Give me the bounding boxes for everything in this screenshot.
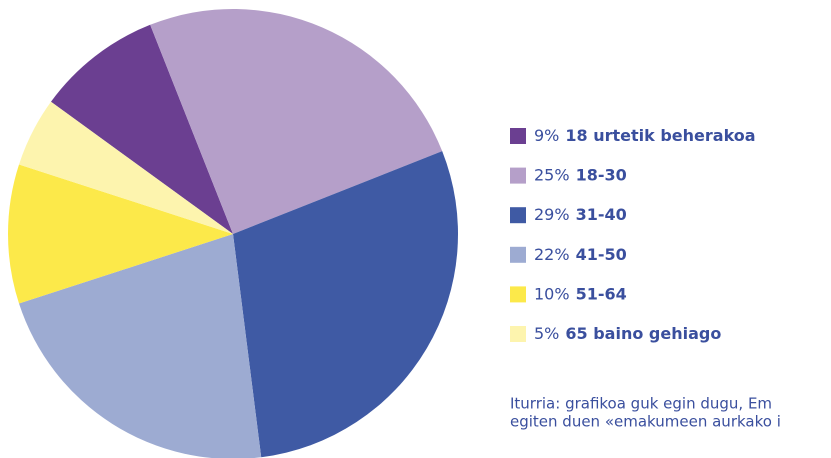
- legend-entry: 9% 18 urtetik beherakoa: [534, 126, 756, 145]
- pie-slice: [8, 164, 234, 304]
- legend-entry: 5% 65 baino gehiago: [534, 324, 721, 343]
- legend-value: 22%: [534, 244, 570, 263]
- legend-swatch: [510, 207, 526, 224]
- legend-value: 10%: [534, 284, 570, 303]
- legend-label: 31-40: [576, 205, 627, 224]
- source-note: Iturria: grafikoa guk egin dugu, Em: [510, 395, 772, 413]
- pie-slice: [19, 234, 262, 458]
- legend-label: 41-50: [576, 244, 627, 263]
- legend-entry: 29% 31-40: [534, 205, 627, 224]
- legend-label: 65 baino gehiago: [565, 324, 721, 343]
- legend-swatch: [510, 326, 526, 342]
- legend-value: 29%: [534, 205, 570, 224]
- legend-value: 5%: [534, 324, 559, 343]
- legend-label: 51-64: [576, 284, 627, 303]
- legend-entry: 10% 51-64: [534, 284, 627, 303]
- legend-label: 18 urtetik beherakoa: [565, 126, 755, 145]
- legend-label: 18-30: [576, 165, 627, 184]
- pie-slice: [50, 24, 233, 234]
- legend-swatch: [510, 128, 526, 144]
- legend-swatch: [510, 246, 526, 263]
- legend-entry: 25% 18-30: [534, 165, 627, 184]
- source-note: egiten duen «emakumeen aurkako i: [510, 413, 781, 431]
- pie-slice: [19, 101, 233, 234]
- legend-swatch: [510, 286, 526, 303]
- pie-slice: [233, 151, 458, 458]
- legend-value: 25%: [534, 165, 570, 184]
- legend-value: 9%: [534, 126, 559, 145]
- legend-swatch: [510, 167, 526, 184]
- pie-slice: [150, 8, 443, 234]
- legend-entry: 22% 41-50: [534, 244, 627, 263]
